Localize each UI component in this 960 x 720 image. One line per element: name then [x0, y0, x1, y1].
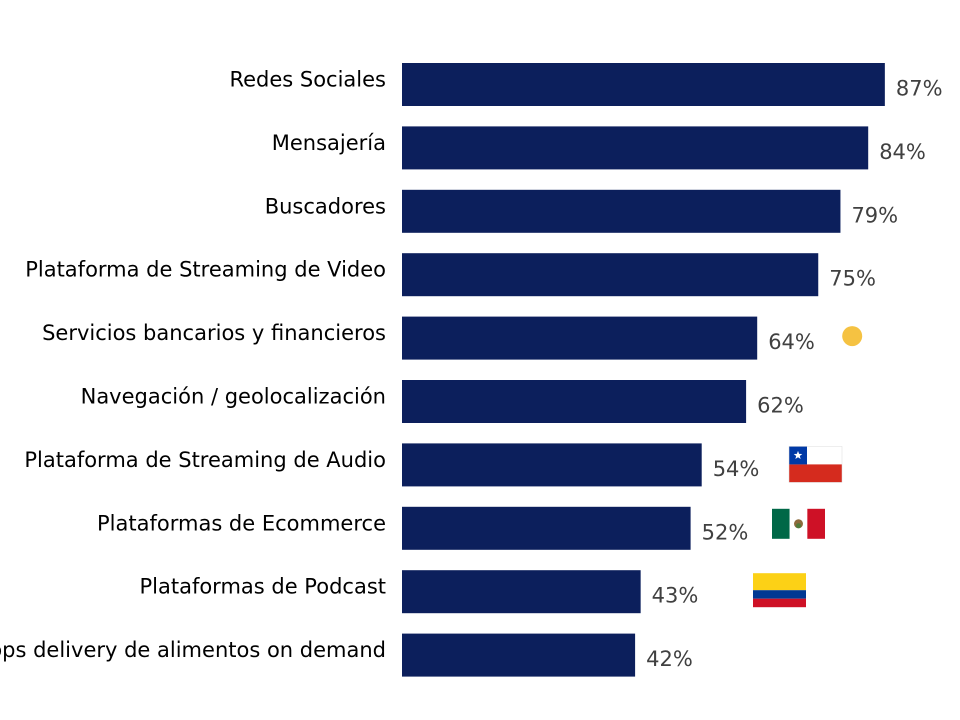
mexico-flag-icon: [772, 508, 825, 539]
value-label: 62%: [757, 394, 804, 418]
category-label: Mensajería: [272, 131, 386, 155]
bar: [402, 126, 869, 170]
value-label: 87%: [896, 77, 943, 101]
bars-group: [402, 63, 885, 677]
category-label: Navegación / geolocalización: [81, 385, 386, 409]
value-label: 75%: [829, 267, 876, 291]
bar: [402, 63, 885, 106]
value-label: 54%: [713, 457, 760, 481]
category-label: Plataforma de Streaming de Video: [25, 258, 386, 282]
bar: [402, 316, 758, 360]
bar: [402, 189, 841, 233]
value-label: 79%: [851, 203, 898, 227]
category-label: Plataformas de Podcast: [139, 575, 386, 599]
category-label: Servicios bancarios y financieros: [42, 321, 386, 345]
bar: [402, 570, 641, 614]
value-label: 52%: [702, 520, 749, 544]
category-label: Buscadores: [265, 194, 386, 218]
category-label: Apps delivery de alimentos on demand: [0, 638, 386, 662]
bar: [402, 380, 747, 423]
bar: [402, 253, 819, 297]
colombia-flag-icon: [753, 573, 806, 608]
bar: [402, 443, 702, 487]
yellow-dot-icon: [842, 326, 863, 347]
value-labels-group: 87% 84% 79% 75% 64% 62% 54% 52% 43% 42%: [646, 77, 942, 672]
value-label: 64%: [768, 330, 815, 354]
category-labels-group: Redes Sociales Mensajería Buscadores Plataf…: [0, 68, 386, 663]
bar: [402, 506, 691, 550]
category-label: Redes Sociales: [229, 68, 386, 92]
chile-flag-icon: [788, 446, 843, 483]
markers-group: [753, 326, 863, 608]
value-label: 84%: [879, 140, 926, 164]
value-label: 43%: [652, 584, 699, 608]
value-label: 42%: [646, 647, 693, 671]
category-label: Plataforma de Streaming de Audio: [24, 448, 386, 472]
bar: [402, 633, 636, 677]
category-label: Plataformas de Ecommerce: [97, 511, 386, 535]
